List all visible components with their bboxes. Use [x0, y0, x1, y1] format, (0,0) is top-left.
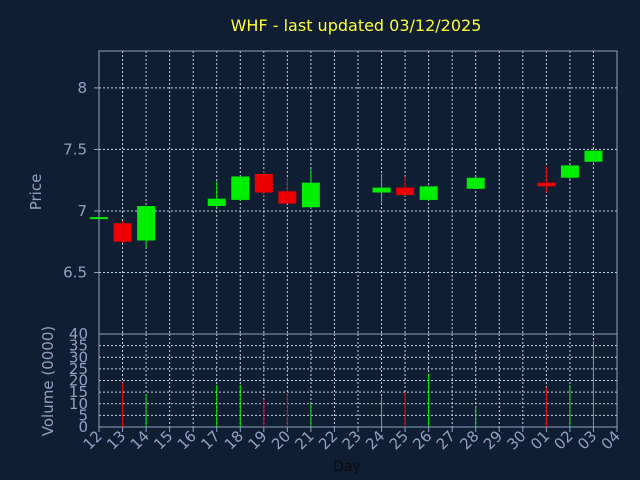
- price-panel: 6.5 7 7.5 8: [63, 50, 618, 335]
- volume-tick-label: 0: [78, 418, 88, 436]
- price-tick-label: 8: [77, 79, 87, 97]
- candle-body: [301, 182, 320, 208]
- price-tick-label: 7.5: [63, 140, 87, 158]
- x-tick-label: 24: [362, 427, 388, 453]
- volume-tick-label: 40: [69, 325, 88, 343]
- x-axis: 1213141516171819202122232425262728293001…: [80, 427, 624, 453]
- candle-body: [396, 187, 415, 195]
- volume-tick-label: 10: [69, 395, 88, 413]
- candle-body: [278, 191, 297, 204]
- x-tick-label: 26: [409, 427, 435, 453]
- x-tick-label: 25: [386, 427, 412, 453]
- x-tick-label: 15: [150, 427, 176, 453]
- x-tick-label: 27: [433, 427, 459, 453]
- x-tick-label: 18: [221, 427, 247, 453]
- candle-body: [254, 174, 273, 193]
- candle-body: [419, 186, 438, 200]
- volume-tick-label: 15: [69, 383, 88, 401]
- x-tick-label: 19: [244, 427, 270, 453]
- x-tick-label: 22: [315, 427, 341, 453]
- x-tick-label: 02: [551, 427, 577, 453]
- chart-title: WHF - last updated 03/12/2025: [231, 16, 482, 35]
- x-axis-label: Day: [333, 459, 361, 475]
- x-tick-label: 30: [503, 427, 529, 453]
- x-tick-label: 01: [527, 427, 553, 453]
- x-tick-label: 28: [456, 427, 482, 453]
- x-tick-label: 21: [292, 427, 318, 453]
- x-tick-label: 29: [480, 427, 506, 453]
- x-tick-label: 14: [127, 427, 153, 453]
- candle-body: [560, 165, 579, 178]
- candle-body: [466, 177, 485, 189]
- candle-body: [207, 198, 226, 207]
- candle-body: [372, 187, 391, 193]
- x-tick-label: 16: [174, 427, 200, 453]
- volume-tick-label: 20: [69, 372, 88, 390]
- volume-tick-label: 25: [69, 360, 88, 378]
- volume-tick-label: 35: [69, 337, 88, 355]
- price-tick-label: 6.5: [63, 263, 87, 281]
- x-tick-label: 04: [598, 427, 624, 453]
- candle-body: [584, 150, 603, 162]
- volume-tick-label: 30: [69, 348, 88, 366]
- x-tick-label: 13: [103, 427, 129, 453]
- price-tick-label: 7: [77, 202, 87, 220]
- x-tick-label: 20: [268, 427, 294, 453]
- candle-body: [537, 182, 556, 187]
- candle-body: [113, 223, 132, 242]
- x-tick-label: 03: [574, 427, 600, 453]
- volume-tick-label: 5: [78, 406, 88, 424]
- candle-body: [231, 176, 250, 200]
- candle-body: [90, 217, 108, 220]
- x-tick-label: 17: [197, 427, 223, 453]
- price-axis-label: Price: [27, 174, 45, 211]
- volume-axis-label: Volume (0000): [39, 326, 57, 436]
- x-tick-label: 23: [339, 427, 365, 453]
- candle-body: [137, 206, 156, 241]
